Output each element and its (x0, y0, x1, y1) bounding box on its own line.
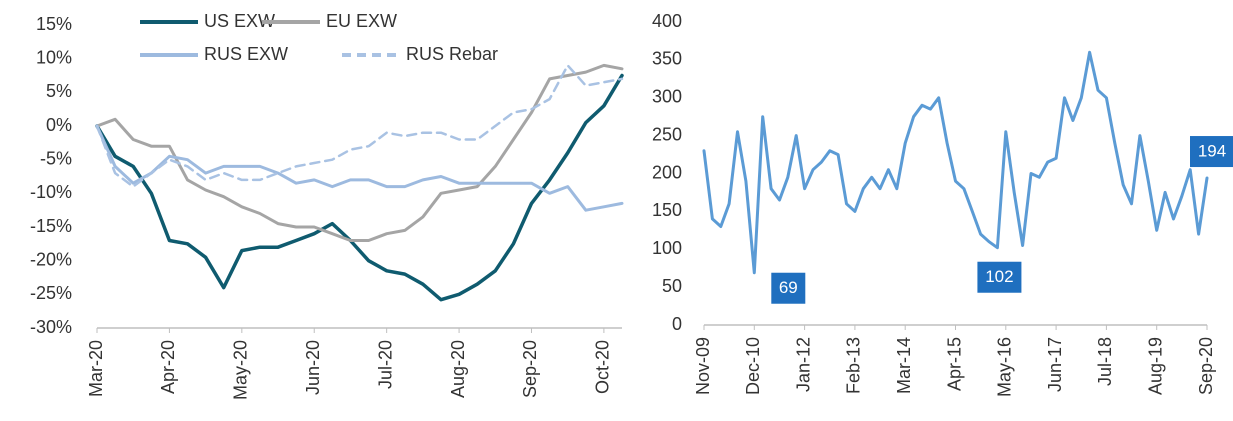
x-tick-label: Sep-20 (1196, 337, 1216, 395)
x-tick-label: May-16 (995, 337, 1015, 397)
legend-label: RUS EXW (204, 44, 288, 64)
x-tick-label: Jun-17 (1045, 337, 1065, 392)
data-label: 102 (977, 261, 1022, 293)
x-tick-label: May-20 (231, 340, 251, 400)
data-label-box (1190, 136, 1233, 168)
x-tick-label: Jan-12 (793, 337, 813, 392)
legend-label: EU EXW (326, 11, 397, 31)
series-line (95, 124, 624, 212)
y-tick-label: 15% (36, 14, 72, 34)
legend-item: RUS Rebar (342, 44, 498, 64)
x-tick-label: Feb-13 (844, 337, 864, 394)
x-tick-label: Oct-20 (593, 340, 613, 394)
legend-item: RUS EXW (140, 44, 288, 64)
series-line (95, 64, 624, 188)
x-tick-label: Apr-15 (944, 337, 964, 391)
y-tick-label: 50 (662, 276, 682, 296)
series-line (702, 50, 1209, 275)
y-tick-label: 250 (652, 124, 682, 144)
data-label-text: 102 (985, 267, 1013, 286)
y-tick-label: 200 (652, 162, 682, 182)
y-tick-label: 400 (652, 11, 682, 31)
data-label: 194 (1190, 136, 1233, 168)
x-tick-label: Apr-20 (158, 340, 178, 394)
x-tick-label: Jun-20 (303, 340, 323, 395)
x-tick-label: Mar-14 (894, 337, 914, 394)
data-label-box (977, 261, 1022, 293)
y-tick-label: -5% (40, 148, 72, 168)
y-tick-label: -30% (30, 317, 72, 337)
y-tick-label: 0 (672, 314, 682, 334)
y-tick-label: 150 (652, 200, 682, 220)
x-tick-label: Dec-10 (743, 337, 763, 395)
y-tick-label: 100 (652, 238, 682, 258)
y-tick-label: -10% (30, 182, 72, 202)
data-label-box (771, 272, 806, 304)
legend-item: US EXW (140, 11, 275, 31)
series-line (95, 63, 624, 242)
y-tick-label: -20% (30, 249, 72, 269)
y-tick-label: -25% (30, 283, 72, 303)
data-label-text: 194 (1198, 142, 1226, 161)
y-tick-label: 10% (36, 47, 72, 67)
y-tick-label: 5% (46, 81, 72, 101)
x-tick-label: Jul-20 (375, 340, 395, 389)
data-label-text: 69 (779, 278, 798, 297)
y-tick-label: 0% (46, 115, 72, 135)
legend-label: RUS Rebar (406, 44, 498, 64)
x-tick-label: Jul-18 (1095, 337, 1115, 386)
series-line (95, 73, 624, 302)
legend-item: EU EXW (262, 11, 397, 31)
y-tick-label: 300 (652, 87, 682, 107)
x-tick-label: Sep-20 (520, 340, 540, 398)
data-label: 69 (771, 272, 806, 304)
y-tick-label: 350 (652, 49, 682, 69)
legend-label: US EXW (204, 11, 275, 31)
x-tick-label: Mar-20 (86, 340, 106, 397)
x-tick-label: Aug-20 (448, 340, 468, 398)
x-tick-label: Aug-19 (1145, 337, 1165, 395)
x-tick-label: Nov-09 (693, 337, 713, 395)
y-tick-label: -15% (30, 216, 72, 236)
